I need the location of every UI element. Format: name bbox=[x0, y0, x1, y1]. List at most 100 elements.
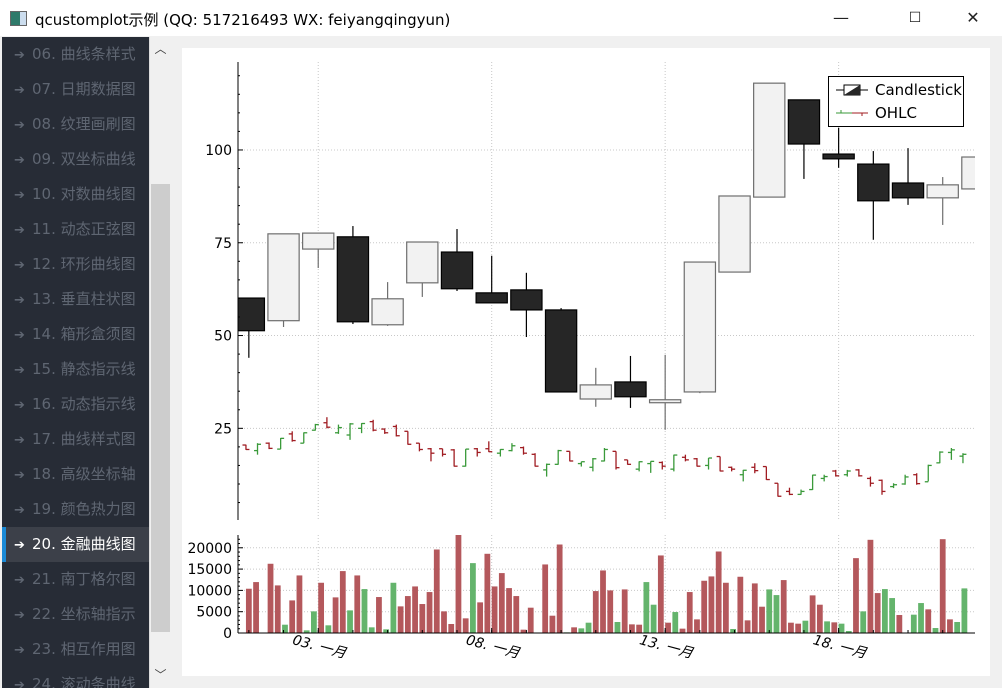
y-tick-label: 50 bbox=[214, 329, 232, 345]
ohlc-bar bbox=[832, 469, 840, 477]
candle bbox=[371, 298, 404, 326]
sidebar-scrollbar[interactable]: ︿ ﹀ bbox=[149, 37, 171, 688]
scroll-down-icon[interactable]: ﹀ bbox=[154, 668, 167, 682]
volume-bar bbox=[816, 604, 823, 633]
legend-label: OHLC bbox=[875, 104, 917, 122]
sidebar-item[interactable]: ➔ 12. 环形曲线图 bbox=[2, 247, 149, 282]
arrow-right-icon: ➔ bbox=[14, 433, 25, 448]
volume-bar bbox=[571, 627, 577, 633]
sidebar-item[interactable]: ➔ 11. 动态正弦图 bbox=[2, 212, 149, 247]
x-tick-label: 18. 一月 bbox=[811, 632, 869, 662]
ohlc-bar bbox=[369, 419, 377, 432]
ohlc-bar bbox=[670, 454, 678, 472]
arrow-right-icon: ➔ bbox=[14, 328, 25, 343]
volume-bar bbox=[267, 563, 274, 633]
candle bbox=[510, 289, 543, 311]
sidebar-item[interactable]: ➔ 10. 对数曲线图 bbox=[2, 177, 149, 212]
sidebar-item[interactable]: ➔ 22. 坐标轴指示 bbox=[2, 597, 149, 632]
sidebar-item[interactable]: ➔ 06. 曲线条样式 bbox=[2, 37, 149, 72]
volume-bar bbox=[650, 604, 657, 633]
sidebar-item-label: 07. 日期数据图 bbox=[32, 80, 136, 98]
volume-bar bbox=[390, 582, 397, 633]
ohlc-bar bbox=[901, 474, 909, 485]
volume-bar bbox=[759, 606, 765, 633]
ohlc-bar bbox=[624, 459, 632, 465]
sidebar-item[interactable]: ➔ 09. 双坐标曲线 bbox=[2, 142, 149, 177]
sidebar-item[interactable]: ➔ 21. 南丁格尔图 bbox=[2, 562, 149, 597]
sidebar-nav: ➔ 06. 曲线条样式 ➔ 07. 日期数据图 ➔ 08. 纹理画刷图 ➔ 09. 双坐标曲线… bbox=[2, 37, 149, 688]
volume-bar bbox=[274, 585, 281, 633]
arrow-right-icon: ➔ bbox=[14, 468, 25, 483]
ohlc-bar bbox=[265, 442, 273, 450]
arrow-right-icon: ➔ bbox=[14, 608, 25, 623]
ohlc-bar bbox=[300, 432, 308, 444]
volume-bar bbox=[477, 602, 484, 633]
ohlc-bar bbox=[739, 469, 747, 482]
ohlc-bar bbox=[381, 428, 389, 434]
volume-bar bbox=[506, 588, 512, 633]
ohlc-bar bbox=[843, 469, 851, 477]
volume-bar bbox=[939, 539, 946, 633]
ohlc-bar bbox=[577, 461, 585, 467]
ohlc-bar bbox=[323, 417, 331, 429]
window-title: qcustomplot示例 (QQ: 517216493 WX: feiyang… bbox=[35, 11, 451, 29]
volume-bar bbox=[730, 628, 736, 633]
volume-bar bbox=[404, 596, 411, 633]
volume-bar bbox=[824, 621, 830, 633]
sidebar-item[interactable]: ➔ 18. 高级坐标轴 bbox=[2, 457, 149, 492]
volume-bar bbox=[542, 564, 549, 633]
scroll-thumb[interactable] bbox=[151, 184, 170, 632]
candle bbox=[648, 399, 682, 404]
ohlc-bar bbox=[658, 461, 666, 470]
sidebar-item[interactable]: ➔ 08. 纹理画刷图 bbox=[2, 107, 149, 142]
sidebar-item[interactable]: ➔ 14. 箱形盒须图 bbox=[2, 317, 149, 352]
volume-bar bbox=[780, 580, 787, 633]
maximize-button[interactable]: ☐ bbox=[908, 10, 922, 26]
sidebar-item[interactable]: ➔ 20. 金融曲线图 bbox=[2, 527, 149, 562]
volume-bar bbox=[708, 576, 715, 633]
volume-bar bbox=[325, 625, 332, 633]
y-tick-label: 20000 bbox=[187, 541, 232, 557]
minimize-button[interactable]: — bbox=[833, 8, 849, 27]
volume-bar bbox=[311, 611, 317, 633]
sidebar-item[interactable]: ➔ 17. 曲线样式图 bbox=[2, 422, 149, 457]
volume-bar bbox=[643, 582, 650, 633]
ohlc-bar bbox=[531, 453, 539, 467]
volume-bar bbox=[860, 611, 867, 633]
close-button[interactable]: ✕ bbox=[966, 8, 980, 27]
arrow-right-icon: ➔ bbox=[14, 258, 25, 273]
ohlc-bar bbox=[924, 464, 932, 483]
volume-bar bbox=[484, 553, 491, 633]
ohlc-bar bbox=[496, 448, 504, 457]
sidebar-item[interactable]: ➔ 19. 颜色热力图 bbox=[2, 492, 149, 527]
ohlc-bar bbox=[589, 458, 597, 472]
candle bbox=[857, 163, 890, 202]
volume-bar bbox=[441, 611, 447, 633]
sidebar-item[interactable]: ➔ 07. 日期数据图 bbox=[2, 72, 149, 107]
sidebar-item[interactable]: ➔ 13. 垂直柱状图 bbox=[2, 282, 149, 317]
arrow-right-icon: ➔ bbox=[14, 83, 25, 98]
arrow-right-icon: ➔ bbox=[14, 223, 25, 238]
ohlc-bar bbox=[693, 458, 701, 467]
x-tick-label: 03. 一月 bbox=[291, 632, 349, 662]
scroll-up-icon[interactable]: ︿ bbox=[154, 42, 167, 56]
arrow-right-icon: ➔ bbox=[14, 678, 25, 688]
volume-bar bbox=[585, 622, 592, 633]
volume-bar bbox=[614, 622, 621, 633]
y-tick-label: 75 bbox=[214, 236, 232, 252]
volume-bar bbox=[376, 597, 382, 633]
candle bbox=[440, 251, 474, 290]
arrow-right-icon: ➔ bbox=[14, 188, 25, 203]
candle bbox=[787, 99, 821, 145]
sidebar-item-label: 18. 高级坐标轴 bbox=[32, 465, 136, 483]
sidebar-item[interactable]: ➔ 15. 静态指示线 bbox=[2, 352, 149, 387]
volume-bar bbox=[679, 628, 686, 633]
volume-bar bbox=[578, 628, 585, 633]
sidebar-item[interactable]: ➔ 16. 动态指示线 bbox=[2, 387, 149, 422]
volume-bar bbox=[556, 544, 563, 633]
volume-bar bbox=[665, 622, 671, 633]
sidebar-item[interactable]: ➔ 24. 滚动条曲线 bbox=[2, 667, 149, 688]
volume-bar bbox=[368, 627, 375, 633]
ohlc-bar bbox=[681, 454, 689, 462]
sidebar-item[interactable]: ➔ 23. 相互作用图 bbox=[2, 632, 149, 667]
